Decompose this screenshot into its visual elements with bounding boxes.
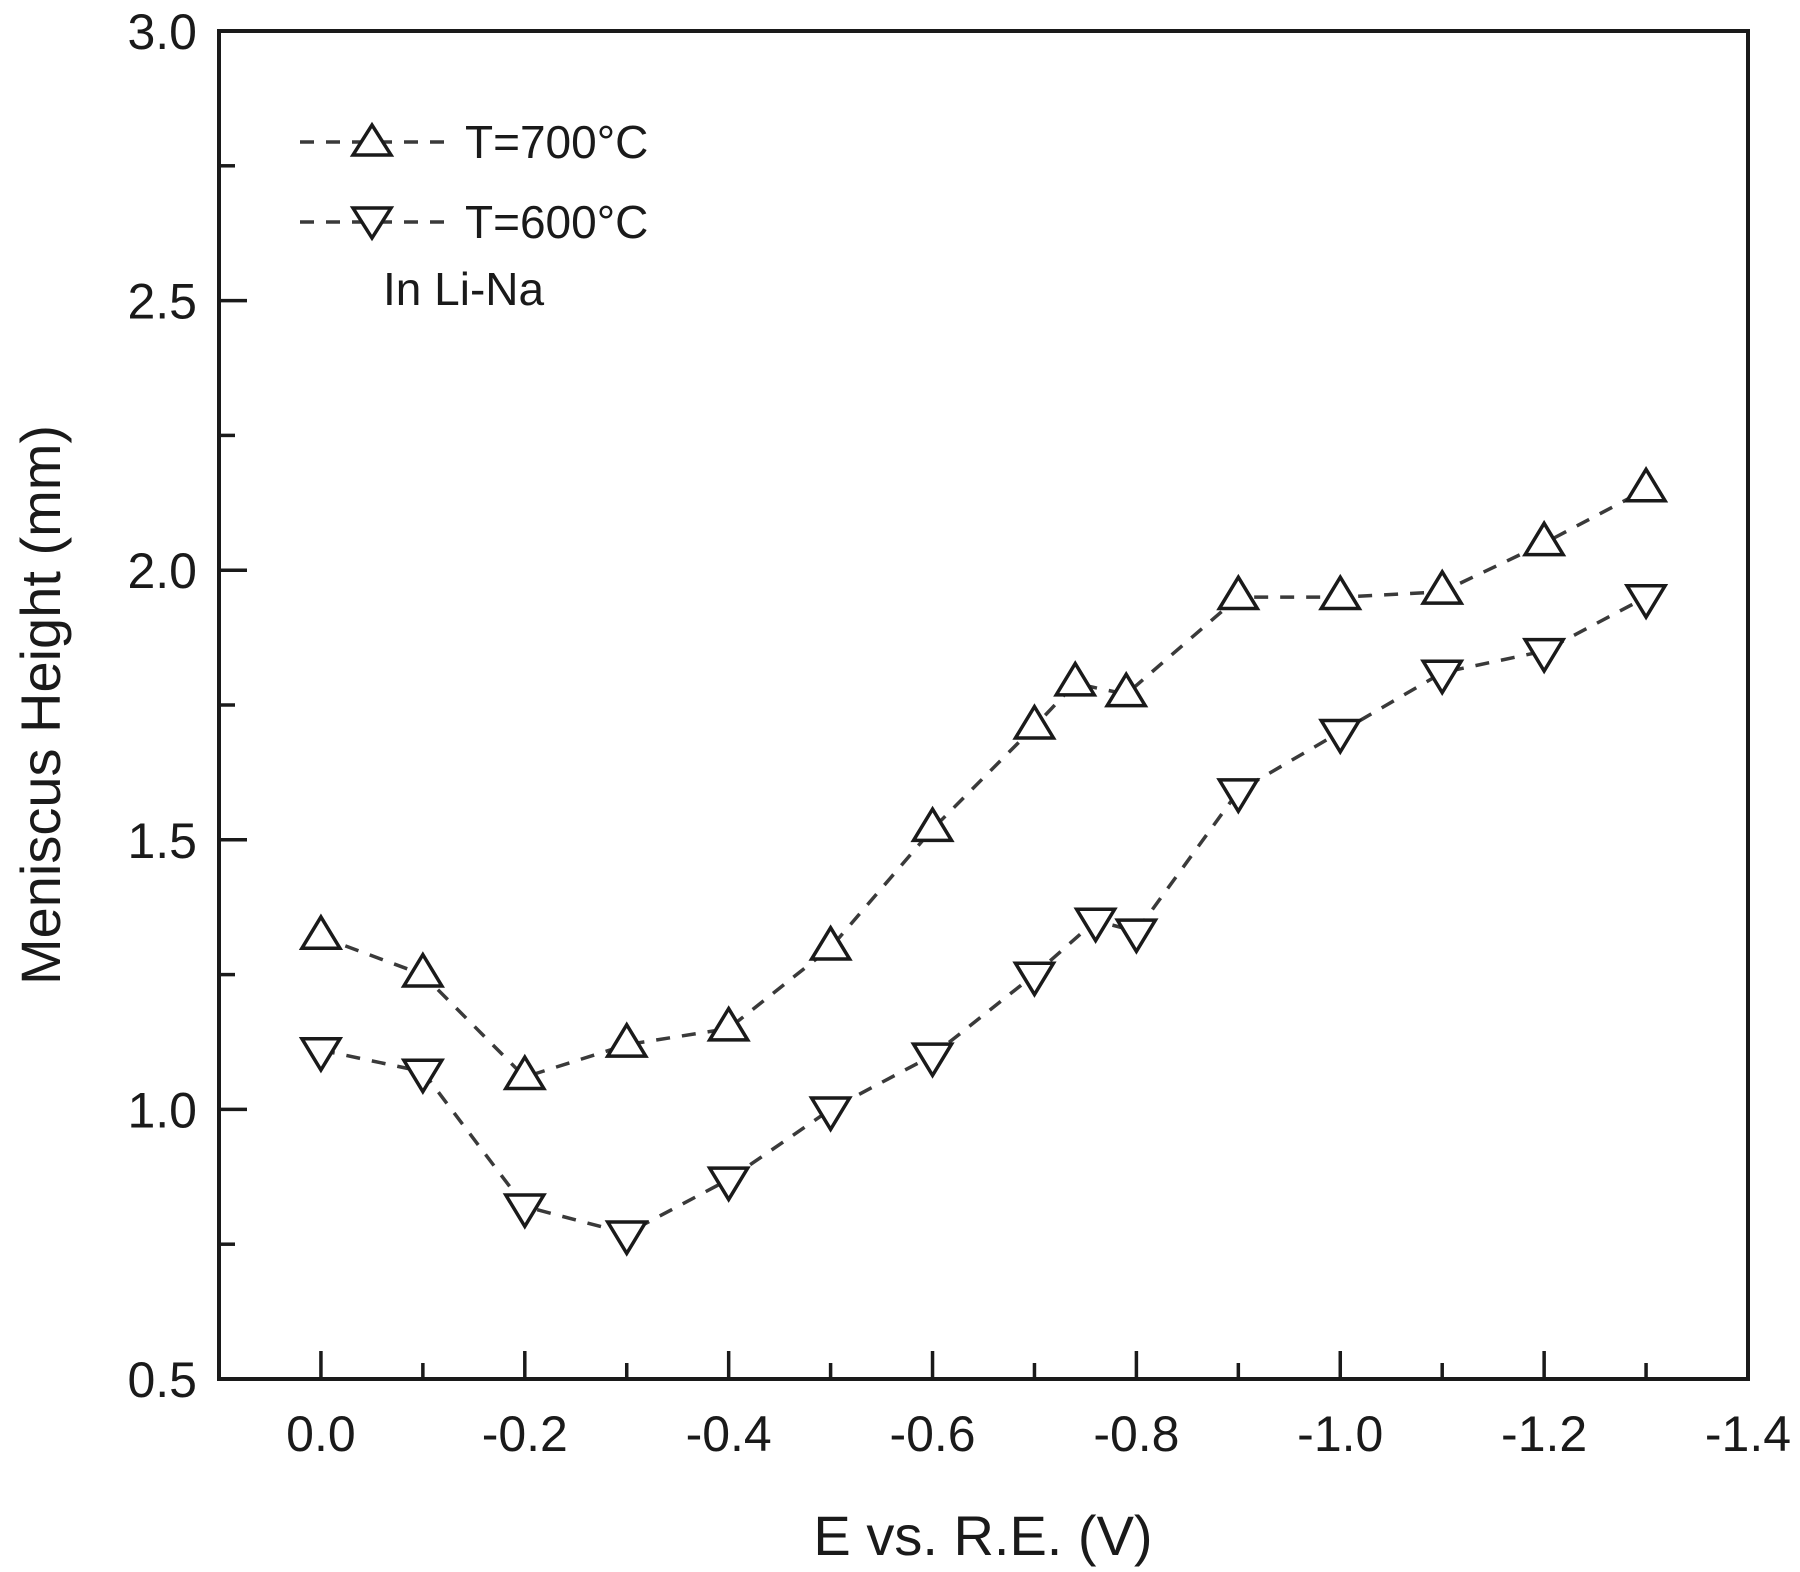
series-dashed-line	[320, 595, 1647, 1236]
triangle-up-marker-icon	[604, 1021, 649, 1058]
x-tick-label: -0.6	[889, 1406, 975, 1462]
triangle-down-marker-icon	[1522, 637, 1567, 675]
triangle-down-marker-icon	[604, 1220, 649, 1257]
y-tick-label: 2.5	[127, 274, 197, 330]
y-tick-label: 0.5	[127, 1352, 197, 1408]
y-tick-label: 1.5	[127, 813, 197, 869]
plot-area-border	[217, 29, 1750, 1381]
triangle-down-marker-icon	[706, 1166, 751, 1203]
y-tick-label: 1.0	[127, 1082, 197, 1138]
y-axis-tick-labels: 0.5 1.0 1.5 2.0 2.5 3.0	[127, 4, 197, 1408]
y-tick-label: 3.0	[127, 4, 197, 60]
triangle-up-marker-icon	[1012, 703, 1057, 740]
triangle-down-marker-icon	[1318, 718, 1363, 756]
triangle-up-marker-icon	[1053, 660, 1098, 697]
triangle-down-marker-icon	[1114, 918, 1159, 955]
legend: T=700°C T=600°C In Li-Na	[300, 116, 648, 315]
triangle-up-marker-icon	[808, 924, 853, 961]
triangle-up-marker-icon	[706, 1005, 751, 1042]
triangle-down-marker-icon	[400, 1058, 445, 1095]
triangle-down-marker-icon	[298, 1036, 344, 1074]
legend-item-600c: T=600°C	[300, 196, 648, 248]
triangle-up-marker-icon	[1104, 670, 1149, 708]
triangle-up-marker-icon	[298, 913, 344, 951]
triangle-up-marker-icon	[1318, 573, 1363, 611]
y-tick-label: 2.0	[127, 543, 197, 599]
x-axis-title: E vs. R.E. (V)	[813, 1504, 1152, 1567]
triangle-up-marker-icon	[910, 805, 955, 843]
plot-frame	[217, 29, 1750, 1381]
triangle-down-icon	[349, 206, 395, 242]
series-layer	[298, 465, 1669, 1257]
triangle-down-marker-icon	[1073, 907, 1118, 945]
x-tick-label: -0.4	[686, 1406, 772, 1462]
legend-note: In Li-Na	[383, 263, 544, 315]
series-700c	[298, 465, 1669, 1091]
triangle-down-marker-icon	[808, 1096, 853, 1133]
triangle-down-marker-icon	[502, 1193, 547, 1230]
triangle-up-marker-icon	[1623, 465, 1669, 503]
triangle-down-marker-icon	[1420, 659, 1465, 696]
legend-label-700c: T=700°C	[465, 116, 648, 168]
triangle-up-icon	[349, 121, 395, 157]
series-600c	[298, 584, 1669, 1257]
x-tick-label: -1.0	[1297, 1406, 1383, 1462]
triangle-down-marker-icon	[1012, 961, 1057, 998]
x-tick-label: -1.4	[1705, 1406, 1791, 1462]
triangle-down-marker-icon	[910, 1042, 955, 1079]
x-axis-tick-labels: 0.0 -0.2 -0.4 -0.6 -0.8 -1.0 -1.2 -1.4	[286, 1406, 1791, 1462]
x-tick-label: 0.0	[286, 1406, 356, 1462]
y-axis-ticks	[219, 29, 247, 1381]
triangle-down-marker-icon	[1623, 584, 1669, 621]
triangle-up-marker-icon	[502, 1053, 547, 1091]
legend-item-700c: T=700°C	[300, 116, 648, 168]
x-tick-label: -1.2	[1501, 1406, 1587, 1462]
y-axis-title: Meniscus Height (mm)	[9, 425, 72, 985]
x-tick-label: -0.2	[482, 1406, 568, 1462]
triangle-up-marker-icon	[400, 951, 445, 988]
legend-label-600c: T=600°C	[465, 196, 648, 248]
x-tick-label: -0.8	[1093, 1406, 1179, 1462]
triangle-down-marker-icon	[1216, 778, 1261, 815]
x-axis-ticks	[319, 1351, 1750, 1379]
triangle-up-marker-icon	[1420, 568, 1465, 605]
triangle-up-marker-icon	[1522, 519, 1567, 557]
triangle-up-marker-icon	[1216, 573, 1261, 611]
